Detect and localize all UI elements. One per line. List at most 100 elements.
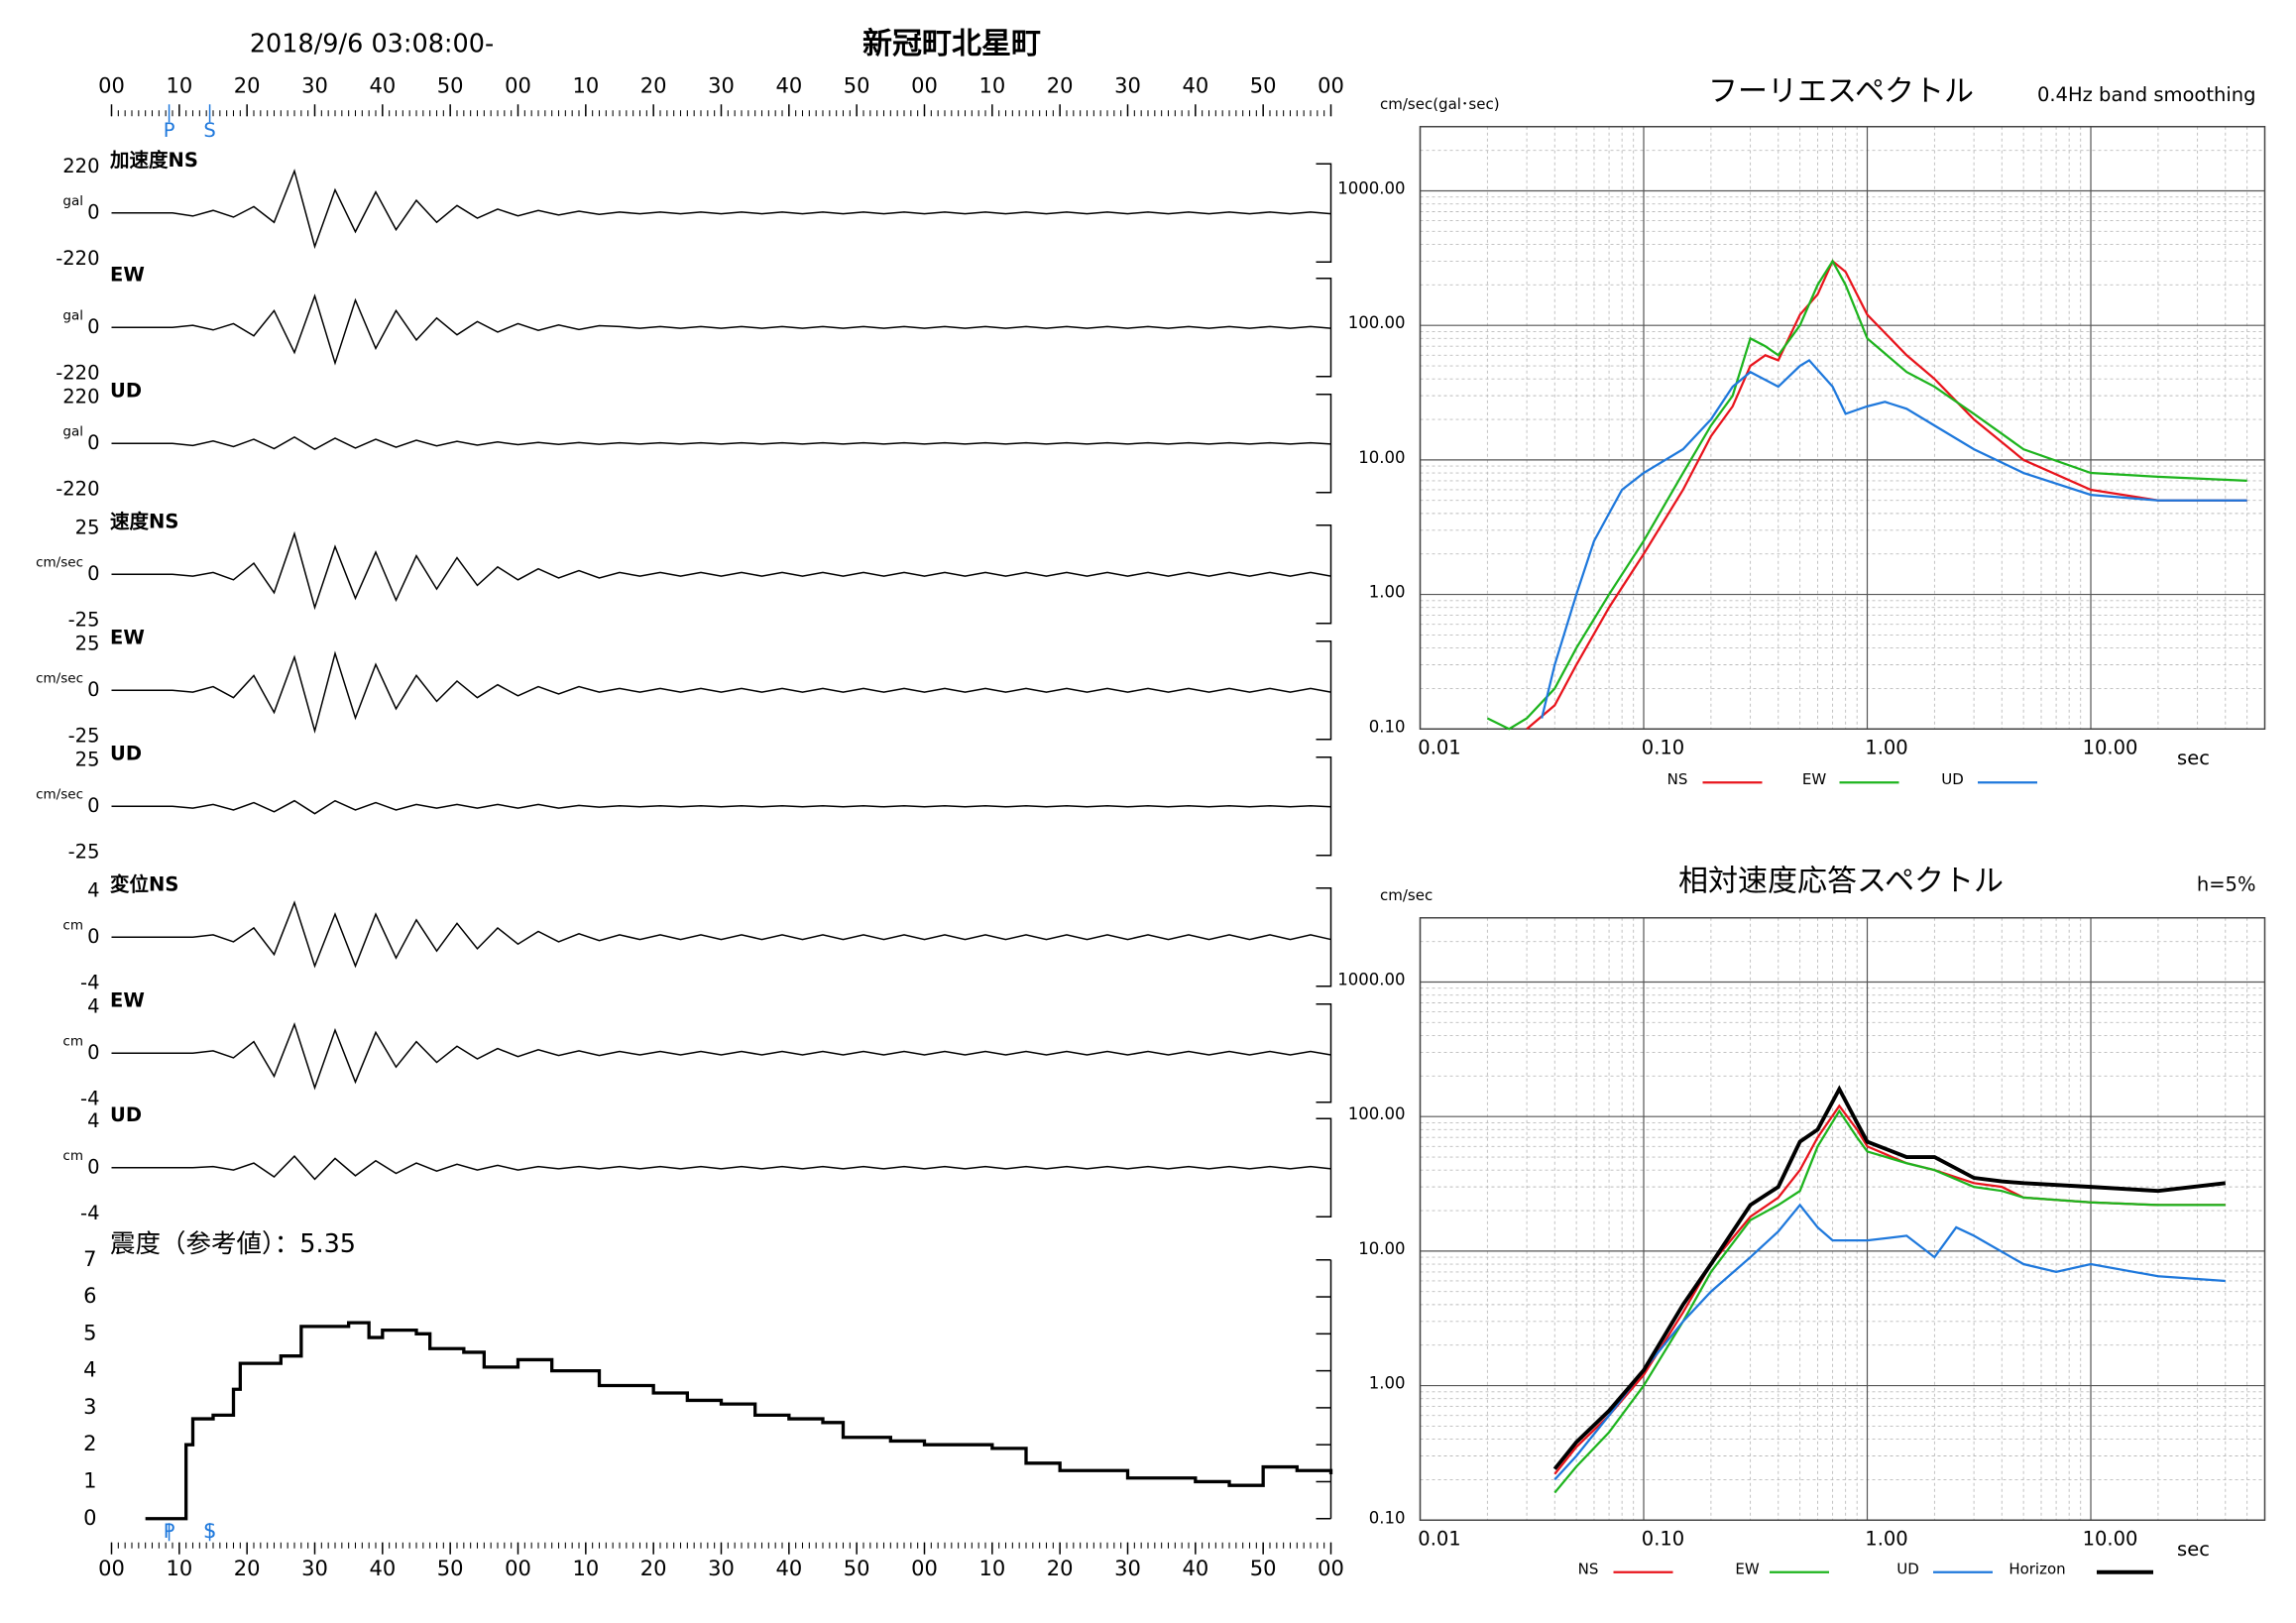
unit: gal (62, 193, 83, 209)
phase-label: P (164, 1520, 175, 1543)
x-tick-label: 50 (437, 73, 464, 97)
panel-label: 加速度NS (109, 149, 198, 172)
y-tick-label: 25 (75, 632, 100, 654)
spectrum-line (1553, 1103, 2226, 1475)
y-tick-label: 4 (87, 878, 99, 901)
x-tick-label: 0.01 (1418, 1527, 1460, 1550)
unit: cm (62, 1148, 83, 1164)
spectrum-line (1486, 259, 2247, 731)
x-tick-label: 40 (1182, 73, 1208, 97)
panel-bracket (1316, 1117, 1332, 1217)
chart-title: 震度（参考値）：5.35 (110, 1229, 356, 1259)
phase-label: S (203, 119, 215, 142)
panel-bracket (1316, 1003, 1332, 1103)
chart-subtitle: 0.4Hz band smoothing (2037, 83, 2256, 106)
y-tick-label: 4 (87, 1109, 99, 1132)
legend-label: EW (1735, 1560, 1759, 1577)
y-tick-label: 1.00 (1369, 583, 1406, 602)
x-tick-label: 00 (911, 73, 938, 97)
y-tick-label: 1.00 (1369, 1374, 1406, 1393)
y-tick-label: -25 (68, 608, 100, 631)
spectrum-line (1526, 259, 2247, 731)
waveform (111, 1021, 1331, 1091)
x-tick-label: 50 (1250, 73, 1277, 97)
x-tick-label: 30 (1114, 73, 1141, 97)
y-tick-label: 0 (87, 200, 99, 223)
panel-bracket (1316, 277, 1332, 378)
y-tick-label: 7 (83, 1247, 96, 1271)
x-tick-label: 30 (708, 1557, 735, 1580)
waveform (111, 530, 1331, 611)
y-tick-label: 100.00 (1348, 1104, 1406, 1123)
panel-bracket (1316, 640, 1332, 741)
x-tick-label: 40 (1182, 1557, 1208, 1580)
unit: cm (62, 917, 83, 933)
x-tick-label: 20 (640, 1557, 667, 1580)
legend-label: UD (1941, 770, 1964, 788)
y-axis-label: cm/sec(gal･sec) (1380, 95, 1500, 113)
x-tick-label: 10 (166, 1557, 192, 1580)
y-tick-label: -25 (68, 724, 100, 747)
unit: gal (62, 307, 83, 323)
chart-title: 相対速度応答スペクトル (1678, 864, 2004, 898)
panel-bracket (1316, 887, 1332, 987)
x-tick-label: 10 (572, 73, 599, 97)
x-tick-label: 00 (98, 1557, 125, 1580)
panel-label: 変位NS (110, 872, 178, 895)
x-tick-label: 40 (775, 73, 802, 97)
x-tick-label: 20 (1047, 73, 1074, 97)
y-tick-label: 0 (87, 1041, 99, 1064)
x-tick-label: 50 (844, 1557, 870, 1580)
x-tick-label: 0.10 (1642, 736, 1684, 758)
y-tick-label: 0 (87, 678, 99, 701)
panel-label: UD (110, 742, 142, 764)
waveform (111, 1155, 1331, 1181)
date: 2018/9/6 03:08:00- (250, 29, 494, 58)
y-tick-label: 220 (62, 385, 99, 407)
waveform (111, 169, 1331, 250)
x-tick-label: 40 (775, 1557, 802, 1580)
y-tick-label: -4 (80, 971, 99, 993)
unit: cm/sec (36, 670, 83, 686)
y-tick-label: 0 (87, 925, 99, 948)
y-tick-label: 1 (83, 1468, 96, 1492)
x-tick-label: 10.00 (2083, 736, 2138, 758)
station: 新冠町北星町 (862, 27, 1041, 61)
x-tick-label: 00 (911, 1557, 938, 1580)
y-tick-label: 6 (83, 1284, 96, 1308)
x-tick-label: 00 (1318, 1557, 1344, 1580)
y-tick-label: 0 (87, 562, 99, 585)
x-tick-label: 1.00 (1865, 1527, 1907, 1550)
y-tick-label: 100.00 (1348, 313, 1406, 332)
x-axis-label: sec (2177, 747, 2210, 769)
x-tick-label: 10 (978, 73, 1005, 97)
legend-label: Horizon (2009, 1560, 2065, 1577)
y-tick-label: 0 (87, 1155, 99, 1178)
x-tick-label: 10 (572, 1557, 599, 1580)
unit: gal (62, 423, 83, 439)
x-tick-label: 10.00 (2083, 1527, 2138, 1550)
y-tick-label: 4 (87, 994, 99, 1017)
y-tick-label: -4 (80, 1087, 99, 1109)
waveform (111, 436, 1331, 451)
y-tick-label: 25 (75, 748, 100, 770)
y-tick-label: -220 (56, 361, 99, 384)
y-tick-label: 4 (83, 1358, 96, 1382)
panel-label: UD (110, 379, 142, 402)
unit: cm (62, 1033, 83, 1049)
x-tick-label: 30 (301, 1557, 328, 1580)
x-tick-label: 40 (369, 73, 396, 97)
y-tick-label: -25 (68, 840, 100, 863)
y-axis-label: cm/sec (1380, 886, 1433, 904)
unit: cm/sec (36, 554, 83, 570)
phase-label: P (164, 119, 175, 142)
x-tick-label: 30 (708, 73, 735, 97)
x-tick-label: 30 (301, 73, 328, 97)
phase-label: S (203, 1520, 215, 1543)
legend-label: NS (1578, 1560, 1599, 1577)
y-tick-label: 0 (87, 794, 99, 817)
x-tick-label: 00 (1318, 73, 1344, 97)
x-tick-label: 50 (437, 1557, 464, 1580)
y-tick-label: -220 (56, 247, 99, 270)
plot-frame (1419, 917, 2266, 1521)
